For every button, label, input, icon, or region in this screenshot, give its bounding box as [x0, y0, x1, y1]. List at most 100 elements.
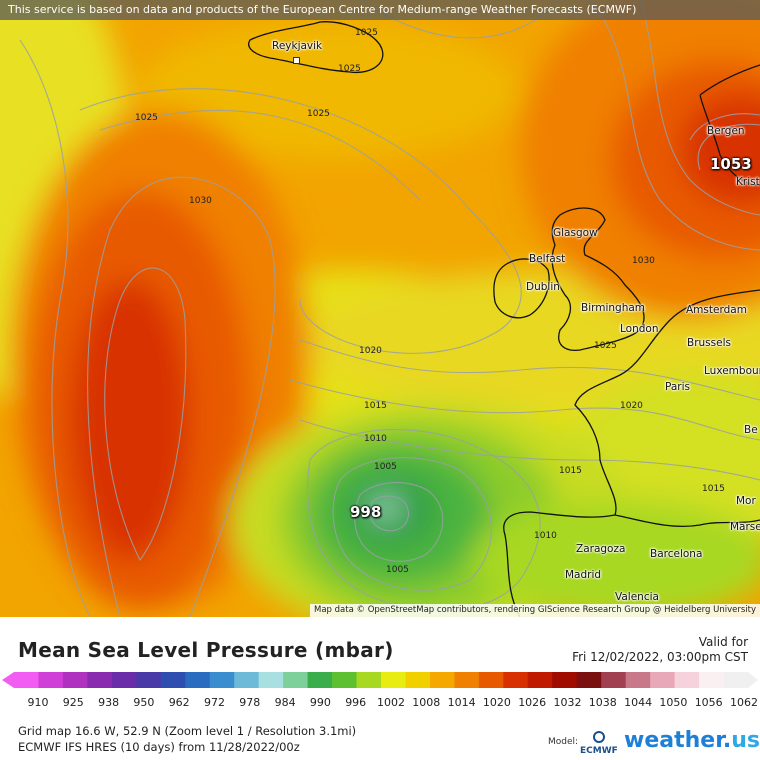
- ecmwf-logo: ECMWF: [580, 731, 618, 756]
- scale-arrow-right: [748, 672, 758, 688]
- city-zaragoza[interactable]: Zaragoza: [576, 543, 625, 555]
- city-label: Madrid: [565, 569, 602, 581]
- legend-title: Mean Sea Level Pressure (mbar): [18, 638, 394, 662]
- scale-swatch: [160, 672, 186, 688]
- city-marseille[interactable]: Marse: [730, 521, 760, 533]
- scale-tick-label: 1062: [730, 696, 758, 709]
- pressure-map[interactable]: This service is based on data and produc…: [0, 0, 760, 617]
- brand-main: weather.: [624, 728, 732, 753]
- isobar-label: 1020: [620, 401, 643, 411]
- scale-swatch: [723, 672, 749, 688]
- city-bergen[interactable]: Bergen: [707, 125, 745, 137]
- scale-tick-label: 910: [27, 696, 49, 709]
- scale-swatch: [307, 672, 333, 688]
- scale-tick-label: 1032: [553, 696, 582, 709]
- city-reykjavik[interactable]: Reykjavik: [272, 40, 322, 52]
- city-label: Amsterdam: [686, 304, 747, 316]
- scale-swatch: [356, 672, 382, 688]
- scale-swatch: [38, 672, 64, 688]
- city-glasgow[interactable]: Glasgow: [553, 227, 598, 239]
- scale-tick-label: 950: [133, 696, 155, 709]
- scale-tick-label: 996: [345, 696, 367, 709]
- city-label: Glasgow: [553, 227, 598, 239]
- city-label: Bergen: [707, 125, 745, 137]
- city-madrid[interactable]: Madrid: [565, 569, 601, 581]
- city-bern[interactable]: Be: [744, 424, 758, 436]
- city-dublin[interactable]: Dublin: [526, 281, 560, 293]
- city-label: Barcelona: [650, 548, 703, 560]
- ecmwf-icon: [592, 731, 605, 743]
- grid-info: Grid map 16.6 W, 52.9 N (Zoom level 1 / …: [18, 724, 357, 738]
- isobar-label: 1025: [355, 28, 378, 38]
- city-label: Marse: [730, 521, 760, 533]
- city-valencia[interactable]: Valencia: [615, 591, 659, 603]
- map-data-attribution: Map data © OpenStreetMap contributors, r…: [310, 604, 760, 617]
- isobar-label: 1030: [632, 256, 655, 266]
- city-belfast[interactable]: Belfast: [529, 253, 565, 265]
- city-label: Belfast: [529, 253, 566, 265]
- scale-swatch: [258, 672, 284, 688]
- scale-swatch: [14, 672, 39, 688]
- scale-tick-label: 925: [62, 696, 84, 709]
- scale-tick-label: 1026: [518, 696, 547, 709]
- model-run-info: ECMWF IFS HRES (10 days) from 11/28/2022…: [18, 740, 300, 754]
- scale-swatch: [454, 672, 480, 688]
- isobar-label: 1025: [307, 109, 330, 119]
- scale-swatch: [503, 672, 529, 688]
- isobar-label: 1015: [559, 466, 582, 476]
- color-scale-bar: [2, 672, 758, 688]
- scale-swatch: [699, 672, 725, 688]
- isobar-label: 1010: [534, 531, 557, 541]
- scale-swatch: [62, 672, 88, 688]
- city-birmingham[interactable]: Birmingham: [581, 302, 645, 314]
- scale-swatch: [674, 672, 700, 688]
- brand-suffix: us: [731, 728, 760, 753]
- scale-swatch: [136, 672, 162, 688]
- city-paris[interactable]: Paris: [665, 381, 690, 393]
- valid-for-label: Valid for: [698, 635, 748, 649]
- isobar-label: 1015: [702, 484, 725, 494]
- city-label: Krist: [736, 176, 760, 188]
- scale-tick-label: 1038: [588, 696, 617, 709]
- city-label: Dublin: [526, 281, 560, 293]
- scale-tick-label: 1020: [482, 696, 511, 709]
- city-barcelona[interactable]: Barcelona: [650, 548, 702, 560]
- isobar-label: 1020: [359, 346, 382, 356]
- scale-tick-label: 1050: [659, 696, 688, 709]
- weather-us-logo[interactable]: weather.us: [624, 728, 760, 753]
- city-label: Reykjavik: [272, 40, 323, 52]
- city-label: Paris: [665, 381, 690, 393]
- scale-swatch: [625, 672, 651, 688]
- low-pressure-center-label: 998: [350, 503, 382, 521]
- legend-panel: [0, 617, 760, 760]
- scale-tick-label: 978: [239, 696, 261, 709]
- city-label: Valencia: [615, 591, 659, 603]
- city-luxembourg[interactable]: Luxembour: [704, 365, 760, 377]
- city-label: Luxembour: [704, 365, 760, 377]
- isobar-label: 1025: [594, 341, 617, 351]
- city-kristiansand[interactable]: Krist: [736, 176, 760, 188]
- city-london[interactable]: London: [620, 323, 659, 335]
- scale-swatch: [87, 672, 113, 688]
- scale-swatch: [478, 672, 504, 688]
- scale-swatch: [650, 672, 676, 688]
- city-label: Mor: [736, 495, 756, 507]
- city-label: London: [620, 323, 659, 335]
- scale-tick-label: 990: [309, 696, 331, 709]
- city-montpellier[interactable]: Mor: [736, 495, 756, 507]
- isobar-label: 1015: [364, 401, 387, 411]
- scale-swatch: [234, 672, 260, 688]
- city-label: Zaragoza: [576, 543, 626, 555]
- city-label: Be: [744, 424, 758, 436]
- isobar-label: 1025: [338, 64, 361, 74]
- scale-swatch: [332, 672, 358, 688]
- high-pressure-center-label: 1053: [710, 155, 752, 173]
- city-brussels[interactable]: Brussels: [687, 337, 731, 349]
- scale-tick-label: 984: [274, 696, 296, 709]
- scale-swatch: [429, 672, 455, 688]
- isobar-label: 1030: [189, 196, 212, 206]
- scale-swatch: [405, 672, 431, 688]
- scale-swatch: [283, 672, 309, 688]
- scale-tick-label: 1014: [447, 696, 476, 709]
- city-amsterdam[interactable]: Amsterdam: [686, 304, 747, 316]
